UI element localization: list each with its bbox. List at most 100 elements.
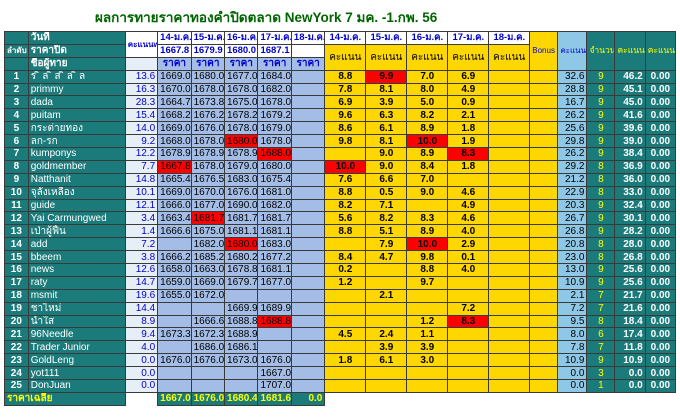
- bonus-cell: [529, 69, 559, 84]
- average-score-cell: 0.00: [644, 211, 677, 226]
- daily-score-cell: 10.0: [406, 134, 449, 149]
- footer-average-cell: 0.0: [290, 391, 326, 406]
- header-bonus: Bonus week 2: [529, 31, 559, 71]
- header-week1-spacer: [124, 56, 159, 71]
- price-guess-cell: 1677.2: [257, 250, 292, 265]
- daily-score-cell: [447, 327, 490, 342]
- average-score-cell: 0.00: [644, 288, 677, 303]
- daily-score-cell: 4.6: [447, 185, 490, 200]
- price-guess-cell: 1678.2: [224, 108, 259, 123]
- player-name-cell: kumponys: [27, 147, 126, 161]
- week2-score-cell: 26.2: [557, 147, 588, 161]
- rank-cell: 10: [4, 185, 29, 200]
- week2-score-cell: 13.0: [557, 263, 588, 277]
- table-row: 16 news 12.6 1658.0 1663.0 1678.8 1681.1 0.2 8.8…: [4, 263, 677, 277]
- price-guess-cell: [290, 275, 326, 290]
- count-cell: 9: [586, 95, 616, 110]
- week1-score-cell: 10.1: [124, 185, 159, 200]
- total-score-cell: 18.4: [614, 314, 646, 329]
- rank-cell: 3: [4, 95, 29, 110]
- week2-score-cell: 26.7: [557, 211, 588, 226]
- rank-cell: 21: [4, 327, 29, 342]
- average-score-cell: 0.00: [644, 108, 677, 123]
- price-guess-cell: 1682.0: [190, 237, 226, 252]
- rank-cell: 17: [4, 275, 29, 290]
- daily-score-cell: 7.0: [406, 69, 449, 84]
- week1-score-cell: 4.0: [124, 340, 159, 355]
- week1-score-cell: 19.6: [124, 288, 159, 303]
- price-guess-cell: 1688.0: [257, 147, 292, 161]
- total-score-cell: 46.2: [614, 69, 646, 84]
- daily-score-cell: 6.9: [447, 69, 490, 84]
- price-guess-cell: 1668.2: [157, 108, 192, 123]
- week1-score-cell: 0.0: [124, 366, 159, 381]
- header-close-3: 1680.0: [224, 43, 259, 58]
- price-guess-cell: 1678.0: [224, 121, 259, 136]
- average-score-cell: 0.00: [644, 366, 677, 381]
- price-guess-cell: 1679.0: [257, 121, 292, 136]
- price-guess-cell: 1679.7: [224, 275, 259, 290]
- daily-score-cell: [324, 340, 367, 355]
- rank-cell: 6: [4, 134, 29, 149]
- total-score-cell: 0.0: [614, 366, 646, 381]
- daily-score-cell: 1.8: [324, 353, 367, 368]
- price-guess-cell: 1673.3: [157, 327, 192, 342]
- week2-score-cell: 0.0: [557, 379, 588, 393]
- table-row: 13 เป่าผู้ฟื้น 1.4 1666.6 1675.0 1681.1 1681.1…: [4, 224, 677, 239]
- price-guess-cell: 1680.0: [190, 69, 226, 84]
- price-guess-cell: [290, 353, 326, 368]
- week1-score-cell: 14.7: [124, 275, 159, 290]
- count-cell: 3: [586, 366, 616, 381]
- week1-score-cell: 12.1: [124, 198, 159, 213]
- count-cell: 9: [586, 224, 616, 239]
- price-guess-cell: 1669.0: [157, 69, 192, 84]
- daily-score-cell: 8.9: [406, 121, 449, 136]
- week1-score-cell: 13.6: [124, 69, 159, 84]
- footer-average-cell: 1681.6: [257, 391, 292, 406]
- price-guess-cell: 1688.9: [224, 327, 259, 342]
- rank-cell: 25: [4, 379, 29, 393]
- player-name-cell: ชาไหม่: [27, 301, 126, 316]
- daily-score-cell: [324, 288, 367, 303]
- daily-score-cell: 8.8: [406, 263, 449, 277]
- daily-score-cell: [488, 185, 531, 200]
- daily-score-cell: 8.9: [406, 147, 449, 161]
- table-row: 11 guide 12.1 1666.0 1677.0 1690.0 1682.0 8.2 7.…: [4, 198, 677, 213]
- daily-score-cell: [488, 69, 531, 84]
- week1-score-cell: 3.4: [124, 211, 159, 226]
- price-guess-cell: 1681.7: [224, 211, 259, 226]
- count-cell: 7: [586, 340, 616, 355]
- average-score-cell: 0.00: [644, 301, 677, 316]
- week1-score-cell: 3.8: [124, 250, 159, 265]
- daily-score-cell: 2.4: [365, 327, 408, 342]
- price-guess-cell: 1681.7: [190, 211, 226, 226]
- total-score-cell: 38.4: [614, 147, 646, 161]
- daily-score-cell: 9.0: [365, 147, 408, 161]
- week2-score-cell: 2.1: [557, 288, 588, 303]
- header-close-1: 1667.8: [157, 43, 192, 58]
- price-guess-cell: 1675.0: [224, 95, 259, 110]
- week2-score-cell: 7.2: [557, 301, 588, 316]
- total-score-cell: 25.6: [614, 275, 646, 290]
- player-name-cell: ลก-รก: [27, 134, 126, 149]
- daily-score-cell: 8.8: [324, 224, 367, 239]
- rank-cell: 20: [4, 314, 29, 329]
- daily-score-cell: [406, 379, 449, 393]
- count-cell: 9: [586, 69, 616, 84]
- header-week2: คะแนน week2: [557, 31, 588, 71]
- player-name-cell: 96Needle: [27, 327, 126, 342]
- daily-score-cell: 0.5: [365, 185, 408, 200]
- total-score-cell: 36.0: [614, 172, 646, 187]
- price-guess-cell: 1678.0: [190, 159, 226, 174]
- week1-score-cell: 9.2: [124, 134, 159, 149]
- price-guess-cell: 1677.0: [257, 275, 292, 290]
- daily-score-cell: 4.0: [447, 224, 490, 239]
- daily-score-cell: [488, 237, 531, 252]
- daily-score-cell: 8.3: [447, 147, 490, 161]
- average-score-cell: 0.00: [644, 379, 677, 393]
- header-close-4: 1687.1: [257, 43, 292, 58]
- player-name-cell: msmit: [27, 288, 126, 303]
- price-guess-cell: 1678.0: [257, 134, 292, 149]
- bonus-cell: [529, 172, 559, 187]
- price-guess-cell: 1668.0: [157, 134, 192, 149]
